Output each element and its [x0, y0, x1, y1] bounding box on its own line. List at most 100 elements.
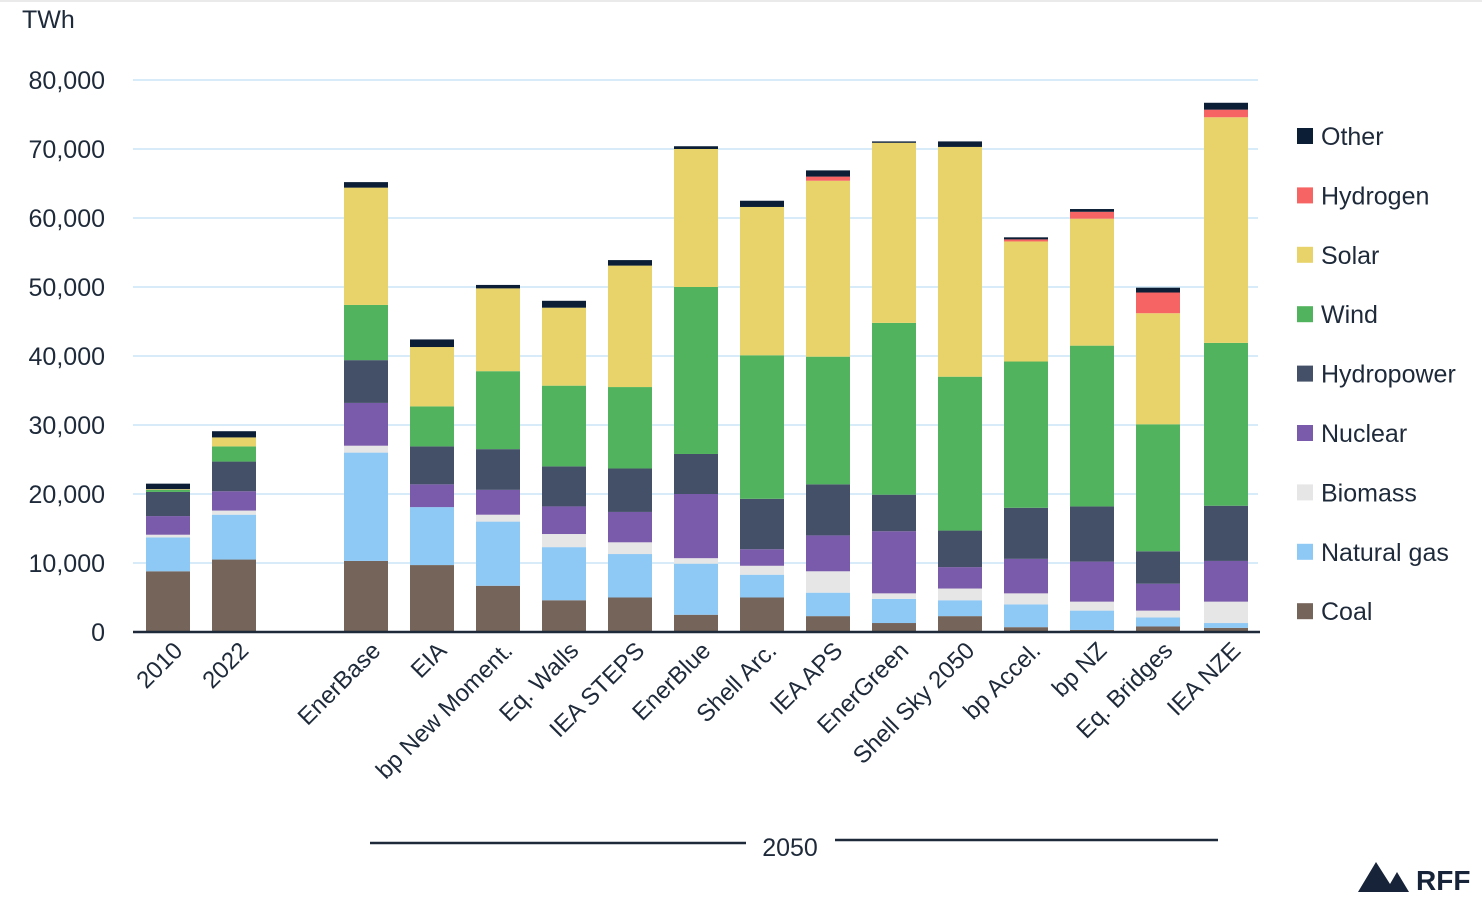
- bar-segment: [1004, 239, 1048, 242]
- bar-segment: [1204, 623, 1248, 628]
- bar-segment: [146, 483, 190, 490]
- bar-segment: [1070, 209, 1114, 212]
- bar-segment: [1070, 211, 1114, 219]
- bar-segment: [1136, 551, 1180, 584]
- bar-segment: [872, 142, 916, 323]
- bar-segment: [806, 571, 850, 593]
- legend-label: Natural gas: [1321, 539, 1449, 567]
- bar-segment: [410, 565, 454, 632]
- bar-segment: [410, 406, 454, 447]
- y-tick-label: 20,000: [29, 481, 105, 509]
- bar-segment: [1204, 109, 1248, 118]
- x-tick-label: EnerBase: [293, 637, 387, 731]
- bar-segment: [542, 547, 586, 601]
- bar-segment: [212, 431, 256, 438]
- bar-stack: [938, 141, 982, 632]
- legend-swatch: [1297, 128, 1313, 144]
- bar-stack: [740, 200, 784, 632]
- bar-segment: [674, 614, 718, 632]
- bar-segment: [740, 498, 784, 550]
- bar-segment: [938, 616, 982, 632]
- legend: Other Hydrogen Solar Wind Hydropower Nuclear B…: [1297, 123, 1456, 626]
- bar-segment: [212, 514, 256, 560]
- bar-segment: [1070, 561, 1114, 602]
- bar-stack: [806, 170, 850, 632]
- x-tick-label: 2022: [197, 637, 254, 694]
- bar-segment: [146, 491, 190, 517]
- bar-segment: [410, 507, 454, 566]
- legend-swatch: [1297, 246, 1313, 263]
- bar-segment: [542, 466, 586, 507]
- bar-segment: [542, 300, 586, 308]
- bar-segment: [608, 542, 652, 555]
- bar-segment: [938, 600, 982, 617]
- legend-item: Nuclear: [1297, 420, 1407, 448]
- bar-segment: [806, 180, 850, 357]
- bar-segment: [476, 284, 520, 289]
- legend-item: Biomass: [1297, 479, 1417, 507]
- y-tick-label: 30,000: [29, 412, 105, 440]
- bar-segment: [740, 574, 784, 598]
- bars: [146, 102, 1248, 632]
- bar-segment: [806, 356, 850, 485]
- legend-label: Hydropower: [1321, 361, 1456, 389]
- bar-segment: [740, 200, 784, 207]
- x-tick-label: 2010: [131, 637, 188, 694]
- bar-segment: [146, 489, 190, 490]
- bar-segment: [476, 585, 520, 632]
- legend-swatch: [1297, 543, 1313, 560]
- bar-segment: [674, 146, 718, 149]
- mountain-logo-icon: [1358, 862, 1409, 892]
- bar-segment: [1204, 505, 1248, 561]
- legend-label: Coal: [1321, 598, 1372, 626]
- bar-segment: [872, 494, 916, 532]
- legend-item: Solar: [1297, 242, 1379, 270]
- bar-segment: [1004, 627, 1048, 632]
- legend-item: Coal: [1297, 598, 1372, 626]
- bar-stack: [212, 431, 256, 632]
- bar-segment: [1204, 102, 1248, 110]
- legend-item: Hydrogen: [1297, 182, 1429, 210]
- legend-swatch: [1297, 365, 1313, 382]
- bar-segment: [1136, 313, 1180, 425]
- bar-segment: [146, 537, 190, 572]
- bar-stack: [1204, 102, 1248, 632]
- bar-segment: [344, 360, 388, 403]
- bar-segment: [1204, 560, 1248, 602]
- bar-segment: [1004, 241, 1048, 362]
- bar-segment: [1070, 601, 1114, 611]
- logo-text: RFF: [1416, 865, 1470, 896]
- bar-segment: [872, 598, 916, 624]
- bar-segment: [674, 149, 718, 287]
- bar-segment: [146, 516, 190, 535]
- bar-segment: [608, 554, 652, 598]
- bar-segment: [212, 559, 256, 632]
- y-axis-label: TWh: [22, 6, 75, 34]
- legend-item: Other: [1297, 123, 1384, 151]
- bar-segment: [1136, 287, 1180, 293]
- group-label: 2050: [762, 834, 818, 862]
- x-tick-label: IEA NZE: [1162, 637, 1246, 721]
- bar-segment: [1136, 617, 1180, 627]
- y-axis-ticks: 0 10,000 20,000 30,000 40,000 50,000 60,000 70,…: [29, 67, 105, 647]
- bar-segment: [674, 453, 718, 494]
- bar-segment: [476, 449, 520, 490]
- bar-segment: [1204, 117, 1248, 343]
- bar-segment: [872, 531, 916, 594]
- bar-segment: [542, 385, 586, 467]
- bar-segment: [806, 484, 850, 536]
- bar-segment: [1070, 506, 1114, 562]
- legend-swatch: [1297, 187, 1313, 204]
- bar-segment: [146, 489, 190, 492]
- bar-stack: [674, 146, 718, 632]
- bar-segment: [806, 176, 850, 181]
- bar-segment: [608, 387, 652, 469]
- bar-segment: [608, 468, 652, 512]
- legend-swatch: [1297, 603, 1313, 620]
- bar-segment: [674, 563, 718, 615]
- bar-stack: [410, 339, 454, 632]
- bar-segment: [740, 206, 784, 356]
- bar-segment: [674, 558, 718, 564]
